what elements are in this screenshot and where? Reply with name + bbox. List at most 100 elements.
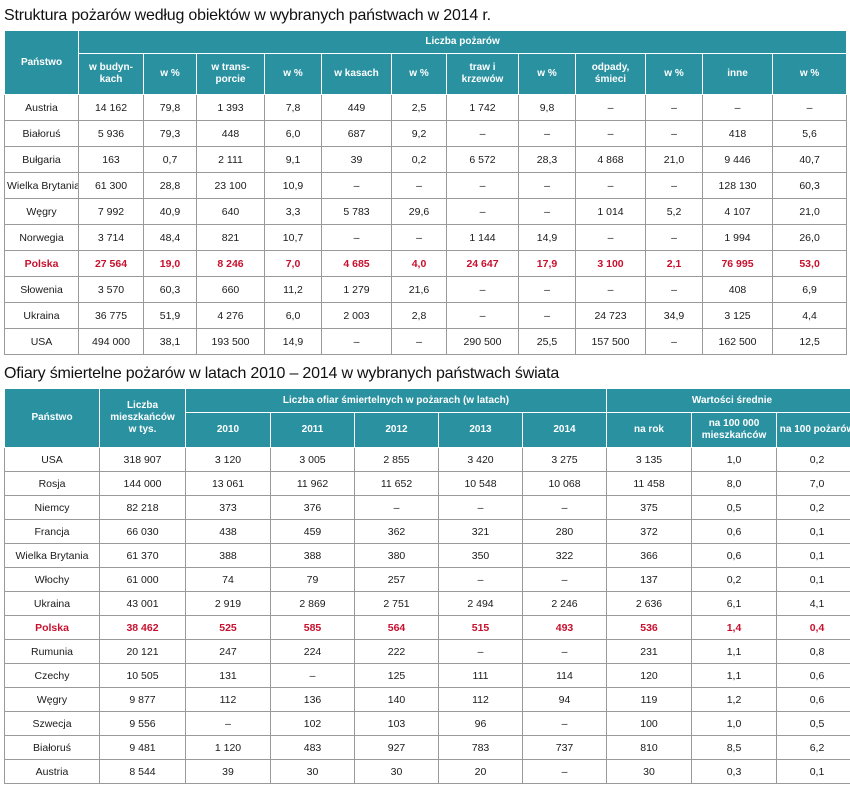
value-cell: 1,0: [691, 447, 777, 472]
value-cell: 36 775: [78, 302, 144, 329]
value-cell: 8,0: [691, 471, 777, 496]
value-cell: 10,7: [264, 224, 322, 251]
value-cell: 318 907: [99, 447, 186, 472]
country-cell: Białoruś: [4, 735, 100, 760]
value-cell: 34,9: [645, 302, 703, 329]
value-cell: 585: [270, 615, 355, 640]
value-cell: 24 723: [575, 302, 646, 329]
value-cell: 0,2: [776, 447, 850, 472]
country-cell: USA: [4, 447, 100, 472]
value-cell: 1 014: [575, 198, 646, 225]
value-cell: 0,6: [776, 687, 850, 712]
value-cell: –: [446, 276, 519, 303]
table-row: Wielka Brytania 61 370 388 388 380 350 322 366 0…: [4, 543, 850, 568]
value-cell: 2,5: [391, 94, 447, 121]
value-cell: 100: [606, 711, 692, 736]
value-cell: 3 125: [702, 302, 773, 329]
value-cell: 9 556: [99, 711, 186, 736]
value-cell: –: [522, 759, 607, 784]
year-header: 2010: [185, 412, 271, 448]
value-cell: –: [446, 198, 519, 225]
value-cell: 4,1: [776, 591, 850, 616]
value-cell: –: [391, 328, 447, 355]
value-cell: 231: [606, 639, 692, 664]
value-cell: –: [518, 172, 576, 199]
value-cell: 459: [270, 519, 355, 544]
country-cell: Rumunia: [4, 639, 100, 664]
value-cell: 0,4: [776, 615, 850, 640]
value-cell: 0,5: [776, 711, 850, 736]
value-cell: 525: [185, 615, 271, 640]
value-cell: 9 877: [99, 687, 186, 712]
value-cell: –: [321, 172, 392, 199]
table-row: Rosja 144 000 13 061 11 962 11 652 10 548 10 0…: [4, 471, 850, 496]
value-cell: 61 000: [99, 567, 186, 592]
value-cell: –: [438, 495, 523, 520]
value-cell: 162 500: [702, 328, 773, 355]
value-cell: 14,9: [264, 328, 322, 355]
value-cell: 257: [354, 567, 439, 592]
value-cell: 687: [321, 120, 392, 147]
country-cell: Polska: [4, 615, 100, 640]
value-cell: –: [185, 711, 271, 736]
value-cell: 418: [702, 120, 773, 147]
value-cell: 408: [702, 276, 773, 303]
value-cell: –: [771, 94, 848, 121]
value-cell: 128 130: [702, 172, 773, 199]
value-cell: 6,0: [264, 120, 322, 147]
country-cell: Norwegia: [4, 224, 79, 251]
value-cell: 6,2: [776, 735, 850, 760]
value-cell: 60,3: [143, 276, 197, 303]
value-cell: 0,1: [776, 567, 850, 592]
value-cell: 821: [196, 224, 265, 251]
value-cell: –: [321, 328, 392, 355]
value-cell: 0,3: [691, 759, 777, 784]
table-row: Niemcy 82 218 373 376– – –375 0,5 0,2: [4, 495, 850, 520]
country-cell: Francja: [4, 519, 100, 544]
value-cell: 222: [354, 639, 439, 664]
value-cell: 380: [354, 543, 439, 568]
value-cell: 1 279: [321, 276, 392, 303]
value-cell: 0,8: [776, 639, 850, 664]
value-cell: 1 120: [185, 735, 271, 760]
table-row: USA 318 907 3 120 3 005 2 855 3 420 3 275 3 135…: [4, 447, 850, 472]
value-cell: 362: [354, 519, 439, 544]
column-header: traw i krzewów: [446, 53, 519, 95]
value-cell: 39: [185, 759, 271, 784]
value-cell: –: [522, 495, 607, 520]
table-row: Polska 27 564 19,0 8 246 7,0 4 685 4,0 24 647 17…: [4, 250, 848, 277]
table-row: Wielka Brytania 61 300 28,8 23 100 10,9– – – – –…: [4, 172, 848, 199]
column-header: odpady, śmieci: [575, 53, 646, 95]
value-cell: –: [446, 302, 519, 329]
value-cell: 103: [354, 711, 439, 736]
average-header: na rok: [606, 412, 692, 448]
value-cell: 140: [354, 687, 439, 712]
value-cell: 3 100: [575, 250, 646, 277]
value-cell: 27 564: [78, 250, 144, 277]
table-row: Austria 14 162 79,8 1 393 7,8 449 2,5 1 742 9,8–…: [4, 94, 848, 121]
value-cell: 6 572: [446, 146, 519, 173]
value-cell: 61 300: [78, 172, 144, 199]
column-header: w %: [264, 53, 322, 95]
value-cell: 1,0: [691, 711, 777, 736]
value-cell: 372: [606, 519, 692, 544]
value-cell: –: [575, 224, 646, 251]
column-header: w %: [143, 53, 197, 95]
country-cell: Ukraina: [4, 302, 79, 329]
value-cell: 10,9: [264, 172, 322, 199]
value-cell: 51,9: [143, 302, 197, 329]
table-row: Ukraina 36 775 51,9 4 276 6,0 2 003 2,8– –24 72…: [4, 302, 848, 329]
value-cell: 96: [438, 711, 523, 736]
country-cell: Rosja: [4, 471, 100, 496]
value-cell: 28,3: [518, 146, 576, 173]
value-cell: 3 275: [522, 447, 607, 472]
year-header: 2013: [438, 412, 523, 448]
table-row: Rumunia 20 121 247 224 222– –231 1,1 0,8: [4, 639, 850, 664]
value-cell: 5,2: [645, 198, 703, 225]
value-cell: 8 246: [196, 250, 265, 277]
value-cell: 737: [522, 735, 607, 760]
value-cell: 660: [196, 276, 265, 303]
value-cell: 0,2: [391, 146, 447, 173]
value-cell: 2 919: [185, 591, 271, 616]
table-row: Węgry 9 877 112 136 140 112 94 119 1,2 0,6: [4, 687, 850, 712]
